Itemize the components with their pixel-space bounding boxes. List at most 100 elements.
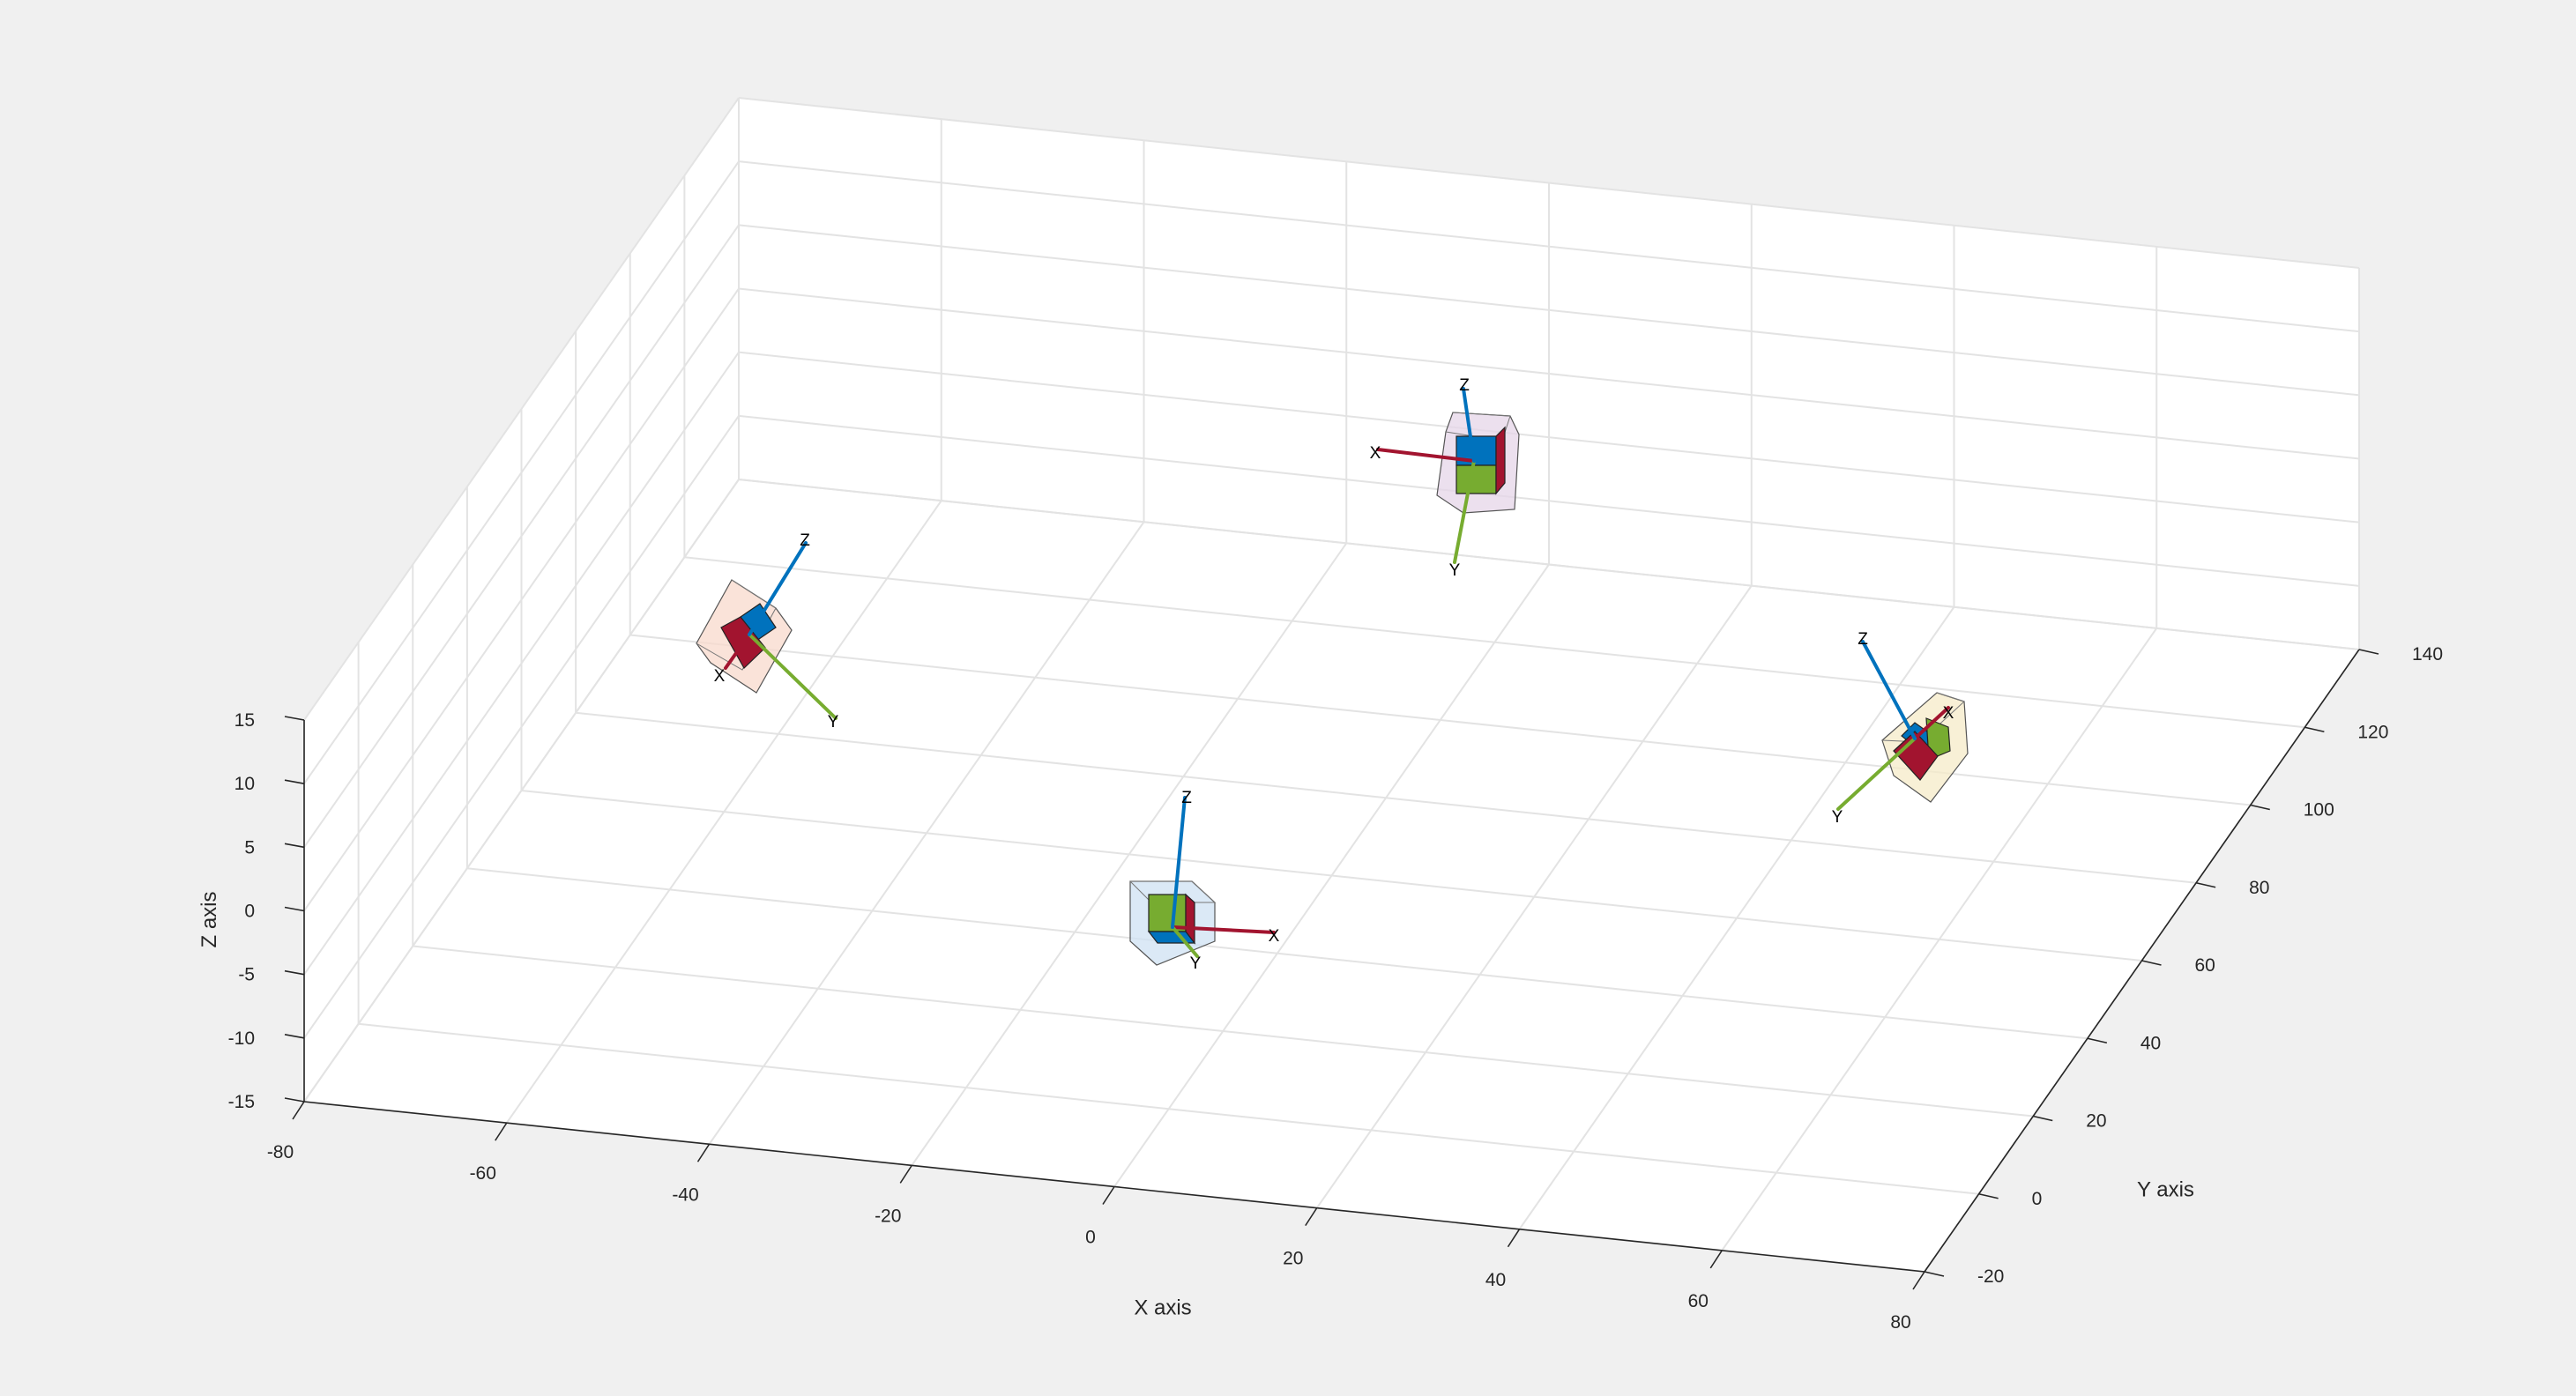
y-tick-mark	[1978, 1192, 1999, 1199]
grid-line-floor-y	[466, 867, 2088, 1040]
x-tick-label: 20	[1283, 1249, 1303, 1269]
y-tick-label: 60	[2195, 955, 2215, 976]
z-tick-mark	[284, 906, 305, 912]
y-tick-label: 100	[2304, 800, 2334, 821]
grid-line-side-z	[303, 479, 740, 1103]
y-tick-mark	[2250, 804, 2270, 811]
grid-line-floor-y	[413, 945, 2034, 1118]
frame-right: X Y Z	[1832, 630, 1969, 827]
frame-back: X Y Z	[1370, 376, 1520, 580]
z-tick-mark	[284, 969, 305, 976]
y-axis-label: Y	[828, 713, 839, 731]
z-tick-label: 5	[244, 837, 255, 858]
z-tick-mark	[284, 716, 305, 721]
x-tick-label: 60	[1688, 1291, 1709, 1311]
z-tick-mark	[284, 1034, 305, 1039]
z-tick-mark	[284, 779, 305, 784]
grid-line-back-z	[738, 351, 2360, 524]
z-axis-label: Z	[800, 531, 810, 550]
x-tick-mark	[1912, 1271, 1925, 1290]
z-axis-arrow	[1462, 387, 1476, 463]
z-tick-label: -15	[228, 1092, 255, 1112]
grid-line-floor-y	[629, 634, 2251, 806]
cube-face	[1893, 731, 1939, 781]
y-axis-label: Y	[1190, 954, 1202, 973]
y-tick-mark	[2087, 1037, 2108, 1044]
x-tick-mark	[1709, 1250, 1723, 1269]
x-tick-label: -20	[875, 1206, 901, 1226]
grid-line-side-z	[303, 415, 740, 1039]
y-tick-mark	[2195, 881, 2216, 888]
axes-group: -80-60-40-20020406080-200204060801001201…	[228, 644, 2443, 1333]
z-axis-arrow	[1861, 640, 1917, 740]
y-tick-mark	[2358, 649, 2379, 655]
grid-line-side-z	[303, 160, 740, 784]
grid-line-side-z	[303, 352, 740, 976]
cube-face	[1185, 893, 1195, 945]
x-axis-label: X	[1269, 927, 1280, 946]
z-tick-label: 10	[235, 774, 255, 794]
grid-panes	[303, 97, 2360, 1273]
z-axis-arrow	[748, 541, 808, 636]
x-axis-arrow	[724, 633, 751, 670]
cube-face	[1456, 464, 1497, 494]
grid-line-floor-y	[684, 556, 2305, 729]
y-axis-arrow	[748, 633, 838, 720]
x-tick-mark	[899, 1164, 912, 1184]
y-tick-label: 0	[2032, 1189, 2043, 1209]
x-tick-mark	[1305, 1207, 1318, 1227]
grid-line-back-z	[738, 224, 2360, 397]
x-tick-label: 0	[1085, 1228, 1096, 1248]
z-tick-label: -5	[238, 965, 255, 985]
y-tick-label: -20	[1977, 1266, 2004, 1287]
y-tick-mark	[2141, 960, 2162, 966]
x-tick-label: 80	[1890, 1312, 1910, 1333]
z-axis-label: Z	[1459, 376, 1470, 395]
grid-line-back-z	[738, 479, 2360, 650]
grid-line-side-z	[303, 224, 740, 848]
x-axis-title: X axis	[1134, 1296, 1191, 1320]
x-tick-mark	[696, 1143, 711, 1162]
y-tick-label: 40	[2140, 1033, 2161, 1053]
z-tick-label: 15	[235, 710, 255, 731]
y-tick-mark	[1924, 1271, 1945, 1277]
grid-line-floor-y	[576, 711, 2197, 884]
y-axis-label: Y	[1449, 561, 1461, 580]
z-axis-label: Z	[1858, 630, 1868, 649]
z-tick-label: -10	[228, 1028, 255, 1049]
bounding-box-edges	[1129, 880, 1217, 903]
grid-line-floor-y	[358, 1022, 1979, 1195]
x-tick-mark	[292, 1101, 305, 1120]
grid-line-back-z	[738, 287, 2360, 460]
grid-line-floor-y	[521, 790, 2142, 962]
z-axis-title: Z axis	[197, 891, 221, 947]
grid-line-side-z	[303, 287, 740, 912]
y-axis-title: Y axis	[2137, 1178, 2194, 1202]
x-axis-label: X	[1370, 444, 1381, 463]
y-tick-label: 80	[2249, 878, 2269, 898]
frame-front: X Y Z	[1129, 789, 1280, 973]
bounding-box-edges	[1881, 692, 1965, 743]
cube-face	[1495, 426, 1506, 495]
x-tick-label: -80	[267, 1142, 294, 1162]
grid-line-back-z	[738, 160, 2360, 333]
z-axis-arrow	[1171, 796, 1187, 929]
z-tick-mark	[284, 1097, 305, 1103]
z-axis-label: Z	[1181, 789, 1192, 807]
x-axis-arrow	[1376, 448, 1476, 463]
x-tick-label: -40	[672, 1184, 698, 1205]
y-tick-label: 20	[2086, 1111, 2106, 1132]
x-axis-arrow	[1913, 706, 1950, 740]
z-tick-mark	[284, 843, 305, 849]
y-tick-mark	[2033, 1115, 2053, 1122]
frames-group: X Y Z X Y Z X Y Z X Y Z	[696, 376, 1969, 973]
grid-line-back-z	[738, 97, 2360, 269]
z-tick-label: 0	[244, 902, 255, 922]
y-tick-label: 120	[2357, 722, 2388, 742]
y-axis-arrow	[1453, 459, 1476, 564]
x-axis-arrow	[1171, 925, 1276, 934]
x-tick-mark	[1507, 1229, 1521, 1248]
grid-line-back-z	[738, 414, 2360, 587]
